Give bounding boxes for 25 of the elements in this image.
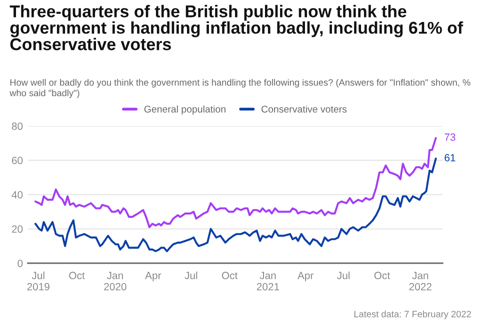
x-tick-label: Apr xyxy=(297,272,314,282)
annotation: 61 xyxy=(444,154,456,162)
x-tick-label: Oct xyxy=(69,272,85,280)
x-tick-label: Jul xyxy=(184,272,198,280)
y-tick-label: 0 xyxy=(18,260,23,268)
text: Latest data: 7 February 2022 xyxy=(354,310,471,320)
x-tick-label: Jan 2020 xyxy=(104,272,126,290)
y-tick-label: 20 xyxy=(12,225,23,233)
line-series xyxy=(34,158,437,252)
chart-subtitle: How well or badly do you think the government is handling the following issues? (Answers for "Inflation" shown, % who said "badly") xyxy=(10,78,470,98)
x-tick-label: Oct xyxy=(222,272,238,280)
x-tick-label: Jul xyxy=(337,272,350,280)
y-tick-label: 40 xyxy=(12,191,23,198)
x-tick-label: Jul 2019 xyxy=(27,272,50,290)
x-tick-label: Oct xyxy=(374,272,390,280)
x-tick-label: Apr xyxy=(145,272,162,282)
chart-title: Three-quarters of the British public now think the government is handling inflation badly, including 61% of Conservative voters xyxy=(10,4,464,50)
y-tick-label: 60 xyxy=(12,156,23,164)
x-tick-label: Jan 2021 xyxy=(256,272,280,290)
annotation: 73 xyxy=(444,133,456,141)
legend-label: General population xyxy=(144,105,226,115)
y-tick-label: 80 xyxy=(12,122,23,130)
x-tick-label: Jan 2022 xyxy=(409,272,432,290)
legend-label: Conservative voters xyxy=(262,105,347,113)
line-series xyxy=(34,137,437,228)
